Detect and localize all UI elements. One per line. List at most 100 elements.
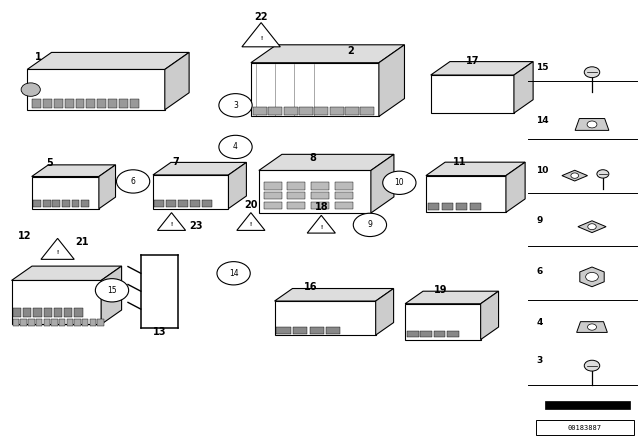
Text: 4: 4 xyxy=(233,142,238,151)
Text: 3: 3 xyxy=(233,101,238,110)
Text: 00183887: 00183887 xyxy=(568,425,602,431)
Circle shape xyxy=(584,360,600,371)
Text: 7: 7 xyxy=(172,157,179,167)
Polygon shape xyxy=(41,238,74,259)
Circle shape xyxy=(217,262,250,285)
FancyBboxPatch shape xyxy=(130,99,139,108)
Text: 15: 15 xyxy=(536,63,549,72)
Polygon shape xyxy=(153,163,246,175)
FancyBboxPatch shape xyxy=(33,200,41,207)
Polygon shape xyxy=(562,170,588,181)
FancyBboxPatch shape xyxy=(442,203,453,210)
FancyBboxPatch shape xyxy=(253,107,267,115)
Polygon shape xyxy=(242,23,280,47)
FancyBboxPatch shape xyxy=(43,99,52,108)
FancyBboxPatch shape xyxy=(287,192,305,199)
Text: 14: 14 xyxy=(536,116,549,125)
FancyBboxPatch shape xyxy=(311,202,329,209)
Polygon shape xyxy=(251,45,404,63)
FancyBboxPatch shape xyxy=(299,107,313,115)
Text: 18: 18 xyxy=(314,202,328,212)
FancyBboxPatch shape xyxy=(166,200,176,207)
FancyBboxPatch shape xyxy=(52,200,60,207)
Circle shape xyxy=(383,171,416,194)
Text: 19: 19 xyxy=(433,285,447,295)
Text: !: ! xyxy=(260,36,262,41)
Polygon shape xyxy=(259,171,371,213)
Circle shape xyxy=(95,279,129,302)
FancyBboxPatch shape xyxy=(202,200,212,207)
Polygon shape xyxy=(307,215,335,233)
FancyBboxPatch shape xyxy=(64,308,72,317)
Text: 2: 2 xyxy=(348,46,354,56)
FancyBboxPatch shape xyxy=(36,319,42,326)
FancyBboxPatch shape xyxy=(407,331,419,337)
FancyBboxPatch shape xyxy=(470,203,481,210)
FancyBboxPatch shape xyxy=(345,107,359,115)
Circle shape xyxy=(571,173,579,178)
Polygon shape xyxy=(259,154,394,171)
Circle shape xyxy=(219,135,252,159)
Text: 1: 1 xyxy=(35,52,42,62)
FancyBboxPatch shape xyxy=(65,99,74,108)
Text: 16: 16 xyxy=(304,282,318,292)
Polygon shape xyxy=(371,154,394,213)
Polygon shape xyxy=(376,289,394,335)
FancyBboxPatch shape xyxy=(311,182,329,190)
Polygon shape xyxy=(580,267,604,287)
FancyBboxPatch shape xyxy=(314,107,328,115)
FancyBboxPatch shape xyxy=(360,107,374,115)
Polygon shape xyxy=(578,221,606,233)
Text: !: ! xyxy=(320,225,323,230)
FancyBboxPatch shape xyxy=(264,182,282,190)
FancyBboxPatch shape xyxy=(23,308,31,317)
FancyBboxPatch shape xyxy=(456,203,467,210)
FancyBboxPatch shape xyxy=(13,319,19,326)
FancyBboxPatch shape xyxy=(330,107,344,115)
FancyBboxPatch shape xyxy=(44,308,52,317)
FancyBboxPatch shape xyxy=(420,331,432,337)
Polygon shape xyxy=(101,266,122,324)
Polygon shape xyxy=(575,119,609,130)
FancyBboxPatch shape xyxy=(428,203,439,210)
FancyBboxPatch shape xyxy=(81,200,89,207)
FancyBboxPatch shape xyxy=(54,99,63,108)
Polygon shape xyxy=(153,175,228,209)
Polygon shape xyxy=(157,213,186,230)
Circle shape xyxy=(21,83,40,96)
FancyBboxPatch shape xyxy=(97,319,104,326)
FancyBboxPatch shape xyxy=(67,319,73,326)
Text: 9: 9 xyxy=(536,216,543,225)
FancyBboxPatch shape xyxy=(178,200,188,207)
FancyBboxPatch shape xyxy=(32,99,41,108)
Polygon shape xyxy=(426,162,525,176)
Text: !: ! xyxy=(170,222,173,227)
Circle shape xyxy=(116,170,150,193)
Text: !: ! xyxy=(250,222,252,227)
FancyBboxPatch shape xyxy=(119,99,128,108)
Text: 6: 6 xyxy=(536,267,543,276)
FancyBboxPatch shape xyxy=(59,319,65,326)
FancyBboxPatch shape xyxy=(287,202,305,209)
FancyBboxPatch shape xyxy=(13,308,21,317)
Circle shape xyxy=(588,224,596,230)
Polygon shape xyxy=(165,52,189,110)
FancyBboxPatch shape xyxy=(86,99,95,108)
Circle shape xyxy=(219,94,252,117)
FancyBboxPatch shape xyxy=(335,192,353,199)
Text: !: ! xyxy=(56,250,59,255)
Text: 14: 14 xyxy=(228,269,239,278)
Text: 9: 9 xyxy=(367,220,372,229)
FancyBboxPatch shape xyxy=(90,319,96,326)
Text: 4: 4 xyxy=(536,318,543,327)
FancyBboxPatch shape xyxy=(447,331,459,337)
Polygon shape xyxy=(431,61,533,75)
Polygon shape xyxy=(577,322,607,332)
FancyBboxPatch shape xyxy=(51,319,58,326)
FancyBboxPatch shape xyxy=(293,327,307,334)
Polygon shape xyxy=(275,289,394,301)
FancyBboxPatch shape xyxy=(108,99,117,108)
Text: 6: 6 xyxy=(131,177,136,186)
Polygon shape xyxy=(27,52,189,69)
FancyBboxPatch shape xyxy=(44,319,50,326)
